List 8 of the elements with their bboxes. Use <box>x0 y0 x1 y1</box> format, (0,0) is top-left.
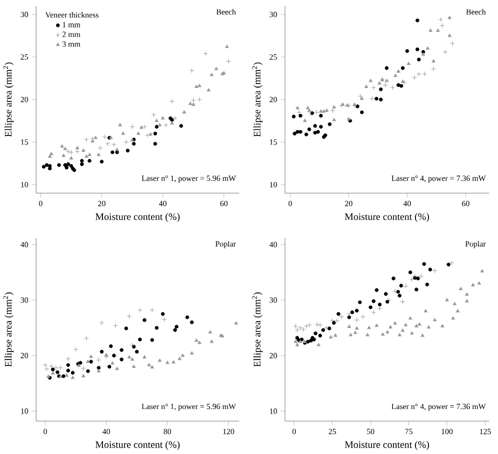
x-axis-title: Moisture content (%) <box>344 213 429 222</box>
x-axis-title: Moisture content (%) <box>344 441 429 450</box>
y-axis-title: Ellipse area (mm$^{2}$) <box>252 62 262 137</box>
y-axis-title: Ellipse area (mm$^{2}$) <box>3 292 14 367</box>
x-axis-title: Moisture content (%) <box>96 441 180 450</box>
x-axis-title: Moisture content (%) <box>96 213 180 222</box>
y-axis-title: Ellipse area (mm$^{2}$) <box>252 292 262 367</box>
y-axis-title: Ellipse area (mm$^{2}$) <box>3 62 14 137</box>
